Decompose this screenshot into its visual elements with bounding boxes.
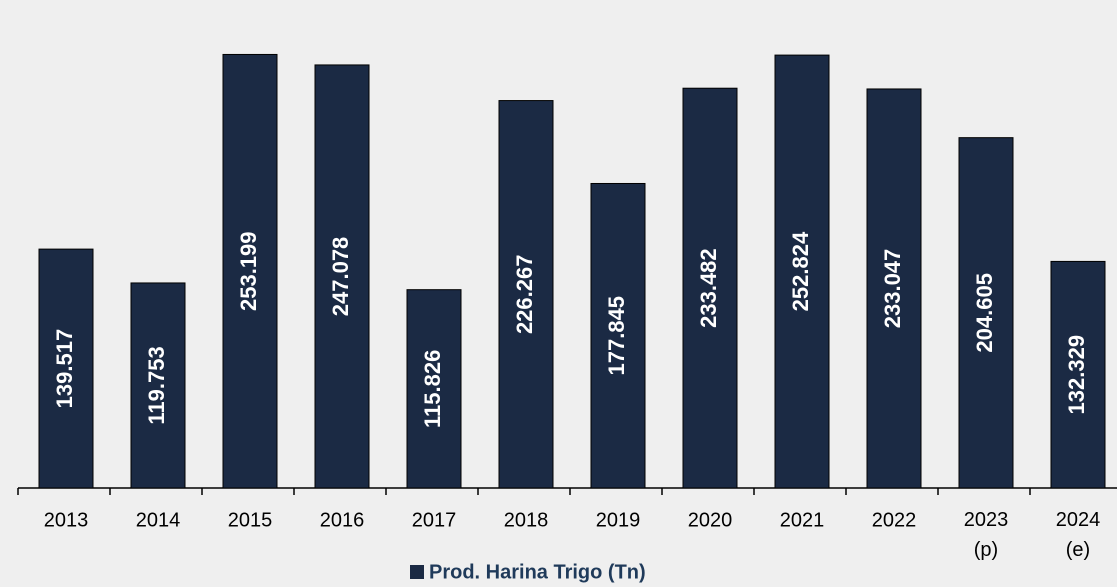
bar — [866, 88, 922, 489]
x-tick-label: 2017 — [412, 509, 457, 531]
bar — [590, 182, 646, 489]
bar — [406, 289, 462, 489]
x-tick-label: 2013 — [44, 509, 89, 531]
legend-swatch — [410, 565, 424, 579]
x-tick-label: 2015 — [228, 509, 273, 531]
value-label: 233.047 — [880, 249, 905, 329]
value-label: 247.078 — [328, 237, 353, 317]
value-label: 226.267 — [512, 255, 537, 335]
x-tick-label: 2018 — [504, 509, 549, 531]
value-label: 253.199 — [236, 231, 261, 311]
x-tick-label: 2014 — [136, 509, 181, 531]
bar — [774, 54, 830, 489]
x-tick-label: 2023 (p) — [964, 509, 1009, 561]
value-label: 119.753 — [144, 346, 169, 424]
x-tick-label: 2021 — [780, 509, 825, 531]
bar — [1050, 260, 1106, 489]
legend-label: Prod. Harina Trigo (Tn) — [429, 561, 646, 583]
bar — [498, 100, 554, 489]
value-label: 139.517 — [52, 329, 77, 409]
x-tick-label: 2020 — [688, 509, 733, 531]
x-tick-label: 2022 — [872, 509, 917, 531]
value-label: 115.826 — [420, 350, 445, 428]
bar — [682, 87, 738, 489]
x-tick-label: 2016 — [320, 509, 365, 531]
bar — [958, 137, 1014, 489]
value-label: 177.845 — [604, 296, 629, 376]
bar — [314, 64, 370, 489]
value-label: 233.482 — [696, 248, 721, 328]
bar — [38, 248, 94, 489]
bar — [130, 282, 186, 489]
x-tick-label: 2019 — [596, 509, 641, 531]
value-label: 204.605 — [972, 273, 997, 353]
value-label: 132.329 — [1064, 335, 1089, 415]
bar — [222, 53, 278, 489]
x-tick-label: 2024 (e) — [1056, 509, 1101, 561]
value-label: 252.824 — [788, 231, 813, 311]
